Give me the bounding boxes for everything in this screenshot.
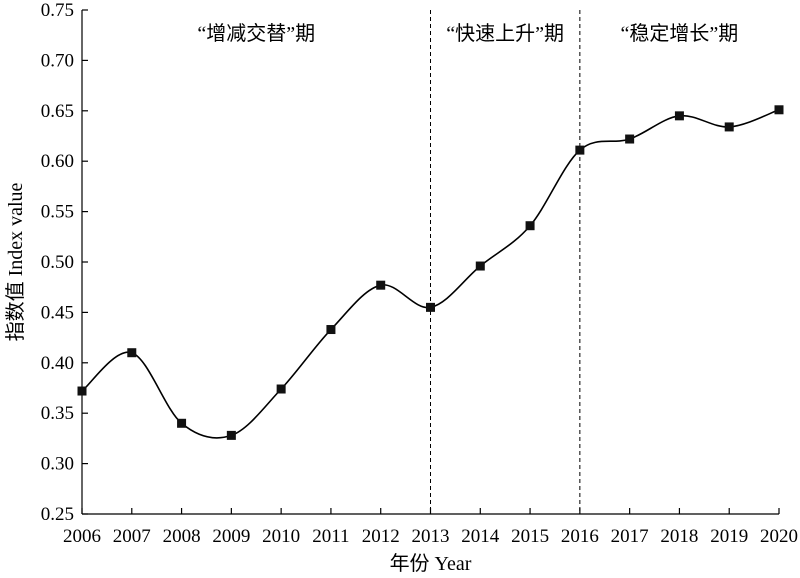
x-tick-label: 2019 [710, 526, 748, 547]
y-tick-label: 0.65 [41, 101, 74, 122]
data-point-marker [226, 430, 236, 440]
data-point-marker [475, 261, 485, 271]
x-tick-label: 2008 [163, 526, 201, 547]
x-tick-label: 2006 [63, 526, 101, 547]
x-tick-label: 2010 [262, 526, 300, 547]
y-tick-label: 0.30 [41, 454, 74, 475]
data-point-marker [426, 302, 435, 312]
x-tick-label: 2012 [362, 526, 400, 547]
x-tick-label: 2013 [412, 526, 450, 547]
axes [81, 10, 779, 515]
x-tick-label: 2011 [312, 526, 349, 547]
data-point-marker [724, 122, 734, 132]
y-axis-ticks: 0.25 0.30 0.35 0.40 0.45 0.50 0.55 0.60 0.65 0.70… [41, 0, 88, 525]
x-tick-label: 2018 [660, 526, 698, 547]
data-point-marker [127, 348, 137, 358]
data-point-marker [376, 280, 386, 290]
y-tick-label: 0.40 [41, 353, 74, 374]
y-tick-label: 0.35 [41, 403, 74, 424]
phase-labels: “增减交替”期 “快速上升”期 “稳定增长”期 [197, 22, 738, 45]
data-point-marker [575, 145, 585, 155]
series-group [77, 105, 784, 440]
data-point-marker [674, 111, 684, 121]
data-point-marker [326, 325, 336, 335]
y-axis-title: 指数值 Index value [4, 182, 27, 341]
data-point-marker [774, 105, 784, 115]
y-tick-label: 0.70 [41, 50, 74, 71]
y-tick-label: 0.60 [41, 151, 74, 172]
y-tick-label: 0.25 [41, 504, 74, 525]
phase-label: “快速上升”期 [446, 22, 564, 45]
x-tick-label: 2017 [611, 526, 649, 547]
x-tick-label: 2016 [561, 526, 599, 547]
x-axis-ticks: 2006 2007 2008 2009 2010 2011 2012 2013 2014 2015… [63, 508, 798, 547]
x-tick-label: 2014 [461, 526, 500, 547]
x-tick-label: 2007 [113, 526, 151, 547]
x-tick-label: 2015 [511, 526, 549, 547]
y-tick-label: 0.50 [41, 252, 74, 273]
data-point-marker [625, 134, 635, 144]
y-tick-label: 0.75 [41, 0, 74, 21]
phase-label: “增减交替”期 [197, 22, 315, 45]
data-point-marker [276, 384, 286, 394]
x-tick-label: 2009 [212, 526, 250, 547]
y-tick-label: 0.45 [41, 302, 74, 323]
phase-dividers [430, 10, 581, 514]
data-point-marker [525, 221, 535, 231]
x-tick-label: 2020 [760, 526, 798, 547]
data-point-marker [177, 418, 187, 428]
data-point-marker [77, 386, 87, 396]
x-axis-title: 年份 Year [390, 552, 472, 575]
y-tick-label: 0.55 [41, 202, 74, 223]
phase-label: “稳定增长”期 [621, 22, 739, 45]
